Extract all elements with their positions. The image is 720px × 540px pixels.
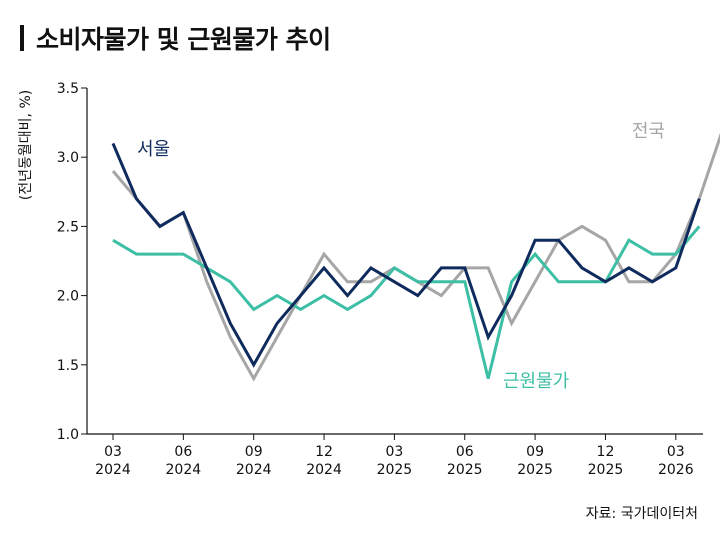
series-line-seoul [111,142,701,368]
x-tick-month: 12 [597,444,615,460]
x-tick-month: 06 [174,444,192,460]
y-tick-label: 2.0 [57,289,79,305]
x-axis: 03 2024 06 2024 09 2024 12 2024 03 2025 06 2025 09 20… [95,434,694,478]
series-line-national [111,132,720,382]
y-tick-label: 1.5 [57,358,79,374]
x-tick-year: 2024 [306,462,342,478]
plot-frame [86,88,703,435]
x-tick-month: 03 [385,444,403,460]
series-lines [111,132,720,382]
series-label-seoul: 서울 [137,139,170,160]
x-tick-month: 03 [667,444,685,460]
x-tick-year: 2025 [447,462,483,478]
chart-title: 소비자물가 및 근원물가 추이 [36,25,331,54]
x-tick-year: 2024 [166,462,202,478]
y-tick-label: 1.0 [57,427,79,443]
x-tick-year: 2025 [517,462,553,478]
chart-header: 소비자물가 및 근원물가 추이 [20,20,331,56]
y-tick-label: 3.0 [57,150,79,166]
title-accent-bar [20,25,24,51]
x-tick-month: 03 [104,444,122,460]
source-note: 자료: 국가데이터처 [585,506,698,522]
x-tick-month: 12 [315,444,333,460]
y-tick-label: 2.5 [57,219,79,235]
y-tick-label: 3.5 [57,81,79,97]
x-tick-month: 09 [245,444,263,460]
x-tick-year: 2024 [236,462,272,478]
x-tick-month: 06 [456,444,474,460]
x-tick-year: 2025 [377,462,413,478]
x-tick-year: 2025 [588,462,624,478]
y-axis-label: (전년동월대비, %) [18,90,34,200]
x-tick-month: 09 [526,444,544,460]
series-label-national: 전국 [632,121,665,142]
y-axis: 1.0 1.5 2.0 2.5 3.0 3.5 [57,81,87,443]
x-tick-year: 2024 [95,462,131,478]
series-label-core: 근원물가 [503,371,569,392]
x-tick-year: 2026 [658,462,694,478]
series-line-core [112,225,701,379]
